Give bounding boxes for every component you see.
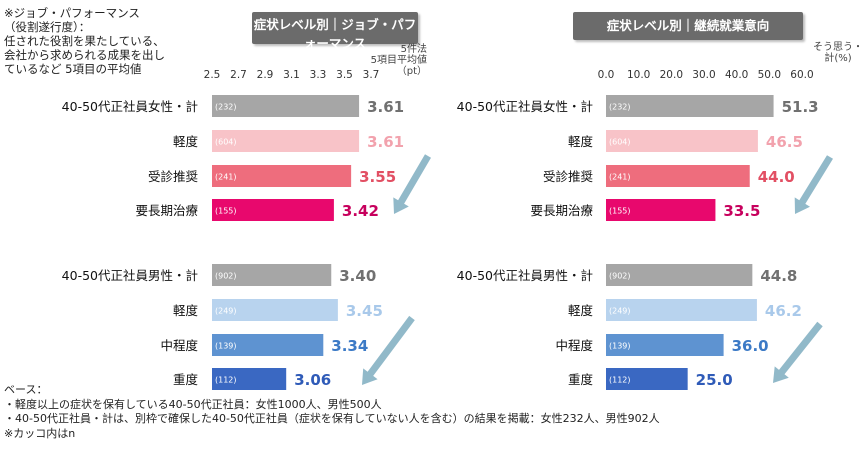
- chart-title-job-performance: 症状レベル別｜ジョブ・パフォーマンス （役割遂行度）: [252, 12, 418, 66]
- category-label: 中程度: [160, 338, 198, 353]
- x-tick-label: 20.0: [660, 69, 683, 81]
- sample-size-label: (155): [609, 207, 631, 216]
- sample-size-label: (902): [215, 272, 237, 281]
- base-footnote: ベース： ・軽度以上の症状を保有している40-50代正社員：女性1000人、男性…: [4, 383, 660, 440]
- x-tick-label: 3.5: [336, 69, 353, 81]
- x-tick-label: 50.0: [758, 69, 781, 81]
- x-tick-label: 60.0: [790, 69, 813, 81]
- sample-size-label: (241): [215, 173, 237, 182]
- x-tick-label: 10.0: [627, 69, 650, 81]
- bar: [606, 95, 774, 117]
- data-label: 44.8: [760, 267, 797, 285]
- category-label: 重度: [568, 372, 594, 387]
- data-label: 3.40: [339, 267, 376, 285]
- sample-size-label: (139): [609, 342, 631, 351]
- x-tick-label: 2.5: [204, 69, 221, 81]
- category-label: 中程度: [555, 338, 593, 353]
- bar: [606, 130, 758, 152]
- sample-size-label: (232): [215, 103, 237, 112]
- x-tick-label: 40.0: [725, 69, 748, 81]
- bar: [606, 299, 757, 321]
- x-tick-label: 2.9: [257, 69, 274, 81]
- data-label: 3.55: [359, 168, 396, 186]
- bar: [606, 334, 724, 356]
- data-label: 25.0: [696, 371, 733, 389]
- category-label: 重度: [173, 372, 199, 387]
- x-tick-label: 3.3: [310, 69, 327, 81]
- data-label: 3.06: [294, 371, 331, 389]
- bar: [212, 299, 338, 321]
- data-label: 3.45: [346, 302, 383, 320]
- category-label: 40-50代正社員男性・計: [62, 268, 198, 283]
- data-label: 46.2: [765, 302, 802, 320]
- sample-size-label: (232): [609, 103, 631, 112]
- x-tick-label: 0.0: [598, 69, 615, 81]
- bar: [212, 334, 324, 356]
- sample-size-label: (249): [609, 307, 631, 316]
- sample-size-label: (241): [609, 173, 631, 182]
- sample-size-label: (139): [215, 342, 237, 351]
- sample-size-label: (604): [215, 138, 237, 147]
- category-label: 軽度: [568, 134, 594, 149]
- category-label: 受診推奨: [543, 169, 594, 184]
- trend-down-arrow: [794, 155, 833, 214]
- trend-down-arrow: [393, 154, 431, 214]
- x-tick-label: 30.0: [692, 69, 715, 81]
- chart-title-text: 症状レベル別｜継続就業意向: [606, 18, 770, 33]
- bar: [606, 264, 753, 286]
- category-label: 軽度: [568, 303, 594, 318]
- bar: [606, 368, 688, 390]
- category-label: 要長期治療: [530, 203, 593, 218]
- x-tick-label: 3.7: [363, 69, 380, 81]
- category-label: 40-50代正社員男性・計: [457, 268, 593, 283]
- x-tick-label: 3.1: [283, 69, 300, 81]
- bar: [212, 264, 332, 286]
- bar: [212, 368, 287, 390]
- data-label: 46.5: [766, 133, 803, 151]
- data-label: 3.61: [367, 133, 404, 151]
- chart-title-text: 症状レベル別｜ジョブ・パフォーマンス: [253, 17, 417, 51]
- data-label: 36.0: [732, 337, 769, 355]
- sample-size-label: (604): [609, 138, 631, 147]
- data-label: 44.0: [758, 168, 795, 186]
- axis-unit-label: そう思う・: [813, 41, 863, 53]
- sample-size-label: (155): [215, 207, 237, 216]
- trend-down-arrow: [773, 321, 823, 383]
- sample-size-label: (902): [609, 272, 631, 281]
- bar: [212, 165, 352, 187]
- data-label: 3.61: [367, 98, 404, 116]
- bar: [212, 95, 360, 117]
- category-label: 40-50代正社員女性・計: [62, 99, 198, 114]
- category-label: 40-50代正社員女性・計: [457, 99, 593, 114]
- axis-unit-label: 5項目平均値: [371, 53, 427, 66]
- axis-unit-label: （pt）: [397, 65, 427, 77]
- x-tick-label: 2.7: [230, 69, 247, 81]
- chart-title-retention: 症状レベル別｜継続就業意向: [573, 12, 803, 40]
- chart-subtitle-text: （役割遂行度）: [298, 54, 372, 66]
- category-label: 受診推奨: [148, 169, 199, 184]
- data-label: 33.5: [723, 202, 760, 220]
- category-label: 要長期治療: [135, 203, 198, 218]
- sample-size-label: (112): [215, 376, 237, 385]
- trend-down-arrow: [362, 315, 415, 385]
- sample-size-label: (249): [215, 307, 237, 316]
- bar: [606, 199, 716, 221]
- definition-note: ※ジョブ・パフォーマンス （役割遂行度）： 任された役割を果たしている、 会社か…: [4, 6, 165, 76]
- category-label: 軽度: [173, 303, 199, 318]
- bar: [606, 165, 750, 187]
- data-label: 3.42: [342, 202, 379, 220]
- sample-size-label: (112): [609, 376, 631, 385]
- data-label: 3.34: [331, 337, 368, 355]
- bar: [212, 199, 334, 221]
- bar: [212, 130, 360, 152]
- axis-unit-label: 計(%): [824, 51, 851, 64]
- data-label: 51.3: [782, 98, 819, 116]
- category-label: 軽度: [173, 134, 199, 149]
- axis-unit-label: 5件法: [401, 42, 427, 55]
